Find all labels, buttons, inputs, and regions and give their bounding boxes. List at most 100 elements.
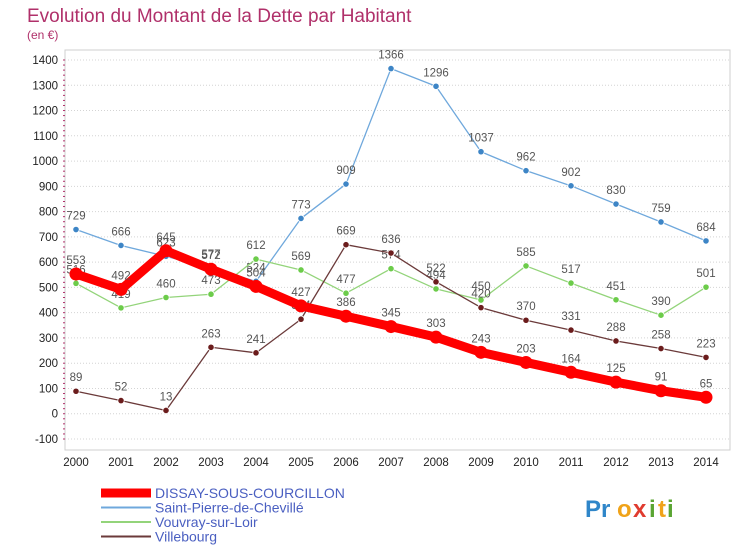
data-label: 258 bbox=[651, 330, 670, 342]
data-point bbox=[207, 290, 215, 298]
x-tick-label: 2006 bbox=[333, 457, 359, 469]
logo-letter: r bbox=[601, 496, 610, 523]
data-point bbox=[657, 311, 665, 319]
data-point bbox=[429, 330, 443, 344]
data-label: 636 bbox=[381, 234, 400, 246]
y-tick-label: 1100 bbox=[33, 131, 58, 143]
data-label: 684 bbox=[696, 222, 716, 234]
series-layer: 729 666 623 577 524 773 909 1366 1296 1037 962 902 8… bbox=[66, 50, 716, 415]
y-tick-label: 900 bbox=[39, 181, 58, 193]
data-label: 645 bbox=[156, 232, 175, 244]
data-point bbox=[612, 296, 620, 304]
data-point bbox=[432, 82, 440, 90]
y-tick-label: 800 bbox=[39, 207, 58, 219]
data-point bbox=[384, 320, 398, 334]
data-point bbox=[342, 180, 350, 188]
data-label: 164 bbox=[561, 353, 581, 365]
data-label: 830 bbox=[606, 185, 625, 197]
data-point bbox=[522, 262, 530, 270]
x-tick-label: 2001 bbox=[108, 457, 134, 469]
series-1: 729 666 623 577 524 773 909 1366 1296 1037 962 902 8… bbox=[66, 50, 716, 285]
data-point bbox=[117, 304, 125, 312]
data-point bbox=[699, 390, 713, 404]
data-label: 612 bbox=[246, 240, 265, 252]
data-point bbox=[477, 148, 485, 156]
x-tick-label: 2004 bbox=[243, 457, 269, 469]
data-point bbox=[657, 344, 665, 353]
data-point bbox=[162, 406, 170, 415]
data-point bbox=[204, 262, 218, 276]
logo-letter: x bbox=[633, 496, 647, 523]
data-point bbox=[252, 255, 260, 263]
x-tick-label: 2007 bbox=[378, 457, 404, 469]
y-tick-label: 1400 bbox=[32, 55, 58, 67]
y-tick-label: 1000 bbox=[32, 156, 58, 168]
data-label: 125 bbox=[606, 363, 625, 375]
x-tick-label: 2013 bbox=[648, 457, 674, 469]
data-point bbox=[432, 278, 440, 286]
x-tick-label: 2010 bbox=[513, 457, 539, 469]
data-point bbox=[249, 279, 263, 293]
data-point bbox=[297, 266, 305, 274]
data-label: 345 bbox=[381, 308, 400, 320]
data-label: 577 bbox=[201, 249, 220, 261]
series-0: 553 492 645 572 504 427 386 345 303 243 203 164 125 9… bbox=[66, 232, 713, 404]
data-point bbox=[207, 343, 215, 351]
y-tick-label: 600 bbox=[39, 257, 58, 269]
data-label: 13 bbox=[160, 391, 173, 403]
data-point bbox=[159, 244, 173, 258]
logo-letter: o bbox=[617, 496, 632, 523]
data-point bbox=[474, 345, 488, 359]
data-point bbox=[477, 304, 485, 312]
x-tick-label: 2014 bbox=[693, 457, 719, 469]
data-label: 1296 bbox=[423, 67, 449, 79]
x-tick-label: 2011 bbox=[559, 457, 584, 469]
data-point bbox=[609, 375, 623, 389]
data-point bbox=[72, 279, 80, 287]
data-label: 902 bbox=[561, 167, 580, 179]
data-label: 473 bbox=[201, 275, 220, 287]
series-2: 5164194604736125694775744944505855174513… bbox=[66, 240, 716, 319]
data-point bbox=[114, 282, 128, 296]
y-tick-label: 200 bbox=[39, 358, 58, 370]
logo-letter: t bbox=[658, 496, 666, 523]
data-point bbox=[477, 296, 485, 304]
y-tick-label: 700 bbox=[39, 232, 58, 244]
data-label: 773 bbox=[291, 199, 310, 211]
x-tick-label: 2000 bbox=[63, 457, 89, 469]
data-point bbox=[567, 182, 575, 190]
data-label: 517 bbox=[561, 264, 580, 276]
y-tick-label: 1300 bbox=[32, 80, 58, 92]
data-point bbox=[564, 365, 578, 379]
chart-title: Evolution du Montant de la Dette par Hab… bbox=[27, 6, 412, 27]
legend-label: Vouvray-sur-Loir bbox=[155, 514, 258, 530]
data-point bbox=[612, 200, 620, 208]
data-label: 52 bbox=[115, 382, 128, 394]
legend-label: DISSAY-SOUS-COURCILLON bbox=[155, 485, 345, 501]
data-point bbox=[162, 293, 170, 302]
data-label: 450 bbox=[471, 281, 490, 293]
data-label: 243 bbox=[471, 333, 490, 345]
y-tick-label: 1200 bbox=[32, 106, 58, 118]
data-point bbox=[657, 218, 665, 226]
y-tick-label: 300 bbox=[39, 333, 58, 345]
x-tick-label: 2009 bbox=[468, 457, 494, 469]
data-point bbox=[72, 387, 80, 395]
data-point bbox=[117, 396, 125, 405]
data-label: 427 bbox=[291, 287, 310, 299]
logo-letter: i bbox=[649, 496, 656, 523]
data-point bbox=[387, 64, 395, 73]
data-point bbox=[342, 241, 350, 249]
y-tick-label: 100 bbox=[39, 383, 58, 395]
data-label: 504 bbox=[246, 267, 266, 279]
y-tick-label: -100 bbox=[35, 434, 58, 446]
data-label: 91 bbox=[655, 372, 668, 384]
data-point bbox=[252, 349, 260, 357]
data-label: 460 bbox=[156, 279, 175, 291]
data-label: 203 bbox=[516, 343, 535, 355]
y-tick-label: 500 bbox=[39, 282, 58, 294]
data-point bbox=[432, 285, 440, 293]
data-label: 288 bbox=[606, 322, 625, 334]
